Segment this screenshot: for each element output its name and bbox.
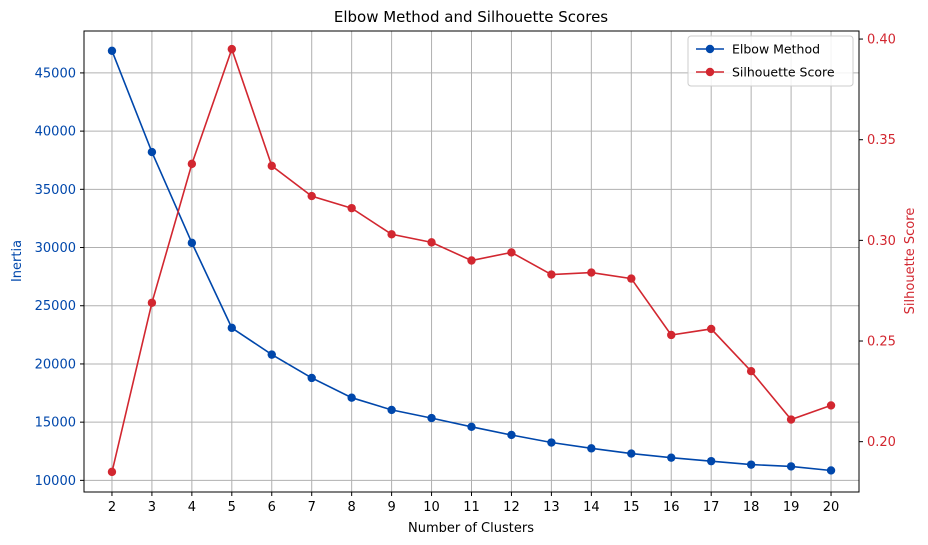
legend-item: Elbow Method: [696, 42, 820, 57]
legend-label: Silhouette Score: [732, 65, 835, 80]
grid-lines: [84, 31, 859, 492]
legend-item: Silhouette Score: [696, 65, 835, 80]
data-point: [587, 268, 596, 277]
chart-title: Elbow Method and Silhouette Scores: [334, 8, 608, 26]
y-axis-right-label: Silhouette Score: [903, 208, 918, 315]
data-point: [347, 393, 356, 402]
data-point: [147, 298, 157, 307]
y-right-tick-label: 0.25: [867, 335, 896, 350]
x-axis: 2 3 4 5 6 7 8 9 10 11 12 13 14 15 16 17 18 19 20: [108, 492, 839, 515]
y-axis-left-label: Inertia: [10, 240, 25, 282]
x-tick-label: 7: [308, 500, 316, 515]
data-point: [427, 413, 436, 423]
x-tick-label: 2: [108, 500, 116, 515]
series-2: [107, 44, 836, 477]
data-point: [467, 422, 476, 432]
data-point: [627, 274, 636, 283]
data-point: [547, 270, 556, 279]
data-point: [147, 147, 157, 157]
data-point: [427, 238, 436, 247]
y-left-tick-label: 25000: [35, 299, 76, 314]
y-axis-left: 10000 15000 20000 25000 30000 35000 40000 45000: [35, 66, 84, 489]
x-tick-label: 13: [543, 500, 560, 515]
y-right-tick-label: 0.35: [867, 133, 896, 148]
data-point: [187, 238, 197, 248]
data-point: [507, 248, 516, 257]
x-tick-label: 18: [743, 500, 760, 515]
data-point: [307, 373, 316, 383]
x-tick-label: 15: [623, 500, 640, 515]
data-point: [187, 159, 197, 169]
data-point: [826, 401, 836, 410]
data-point: [786, 415, 796, 424]
x-tick-label: 12: [503, 500, 520, 515]
data-point: [467, 256, 476, 265]
data-point: [746, 460, 756, 469]
x-tick-label: 17: [703, 500, 720, 515]
x-tick-label: 3: [148, 500, 156, 515]
series-1: [107, 46, 836, 475]
y-right-tick-label: 0.30: [867, 234, 896, 249]
y-left-tick-label: 40000: [35, 125, 76, 140]
data-point: [667, 453, 676, 462]
legend-box: [687, 35, 854, 87]
y-left-tick-label: 45000: [35, 66, 76, 81]
data-point: [107, 467, 117, 477]
x-tick-label: 11: [463, 500, 480, 515]
y-left-tick-label: 35000: [35, 183, 76, 198]
x-axis-label: Number of Clusters: [408, 521, 534, 536]
y-left-tick-label: 30000: [35, 241, 76, 256]
legend-label: Elbow Method: [732, 42, 820, 57]
legend-marker: [705, 67, 715, 77]
x-tick-label: 20: [823, 500, 840, 515]
data-point: [227, 44, 237, 54]
y-left-tick-label: 15000: [35, 416, 76, 431]
y-right-tick-label: 0.20: [867, 435, 896, 450]
legend: Elbow Method Silhouette Score: [687, 35, 854, 87]
y-left-tick-label: 20000: [35, 357, 76, 372]
data-point: [547, 438, 556, 447]
series-layer: [107, 44, 836, 477]
data-point: [627, 449, 636, 458]
data-point: [507, 430, 516, 440]
y-axis-right: 0.20 0.25 0.30 0.35 0.40: [859, 33, 896, 450]
x-tick-label: 19: [783, 500, 800, 515]
y-right-tick-label: 0.40: [867, 33, 896, 48]
data-point: [267, 161, 276, 171]
x-tick-label: 14: [583, 500, 600, 515]
data-point: [786, 462, 796, 471]
x-tick-label: 8: [348, 500, 356, 515]
data-point: [826, 466, 836, 475]
data-point: [706, 324, 716, 334]
x-tick-label: 6: [268, 500, 276, 515]
data-point: [667, 330, 676, 340]
data-point: [746, 367, 756, 376]
x-tick-label: 4: [188, 500, 196, 515]
x-tick-label: 5: [228, 500, 236, 515]
x-tick-label: 16: [663, 500, 680, 515]
data-point: [587, 444, 596, 453]
data-point: [387, 230, 396, 239]
data-point: [227, 323, 237, 333]
data-point: [347, 203, 356, 213]
data-point: [267, 350, 276, 359]
y-left-tick-label: 10000: [35, 474, 76, 489]
data-point: [706, 456, 716, 466]
legend-marker: [705, 44, 715, 54]
x-tick-label: 10: [423, 500, 440, 515]
data-point: [307, 191, 316, 201]
data-point: [107, 46, 117, 55]
x-tick-label: 9: [387, 500, 395, 515]
data-point: [387, 405, 396, 415]
